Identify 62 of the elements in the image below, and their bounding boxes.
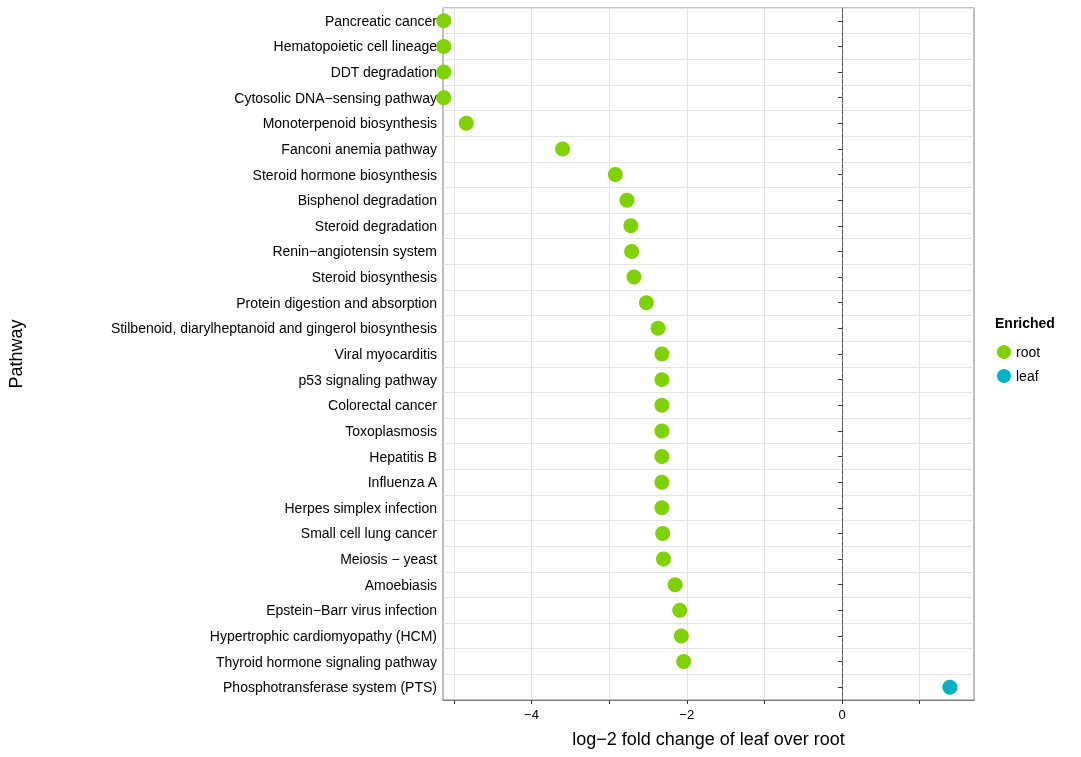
point — [436, 38, 452, 54]
x-tick-label: −2 — [679, 707, 695, 722]
y-tick-label: Colorectal cancer — [328, 397, 438, 414]
legend-label: root — [1016, 344, 1041, 360]
y-tick-label: Influenza A — [367, 474, 438, 491]
point — [654, 474, 670, 490]
legend-label: leaf — [1016, 368, 1039, 384]
point — [555, 141, 571, 157]
point — [655, 525, 671, 541]
point — [673, 628, 689, 644]
y-tick-label: Herpes simplex infection — [284, 499, 437, 516]
y-tick-label: Meiosis − yeast — [340, 551, 438, 568]
x-axis-title: log−2 fold change of leaf over root — [572, 729, 845, 749]
point — [436, 64, 452, 80]
point — [436, 90, 452, 106]
y-tick-label: Phosphotransferase system (PTS) — [223, 679, 437, 696]
point — [654, 500, 670, 516]
point — [626, 269, 642, 285]
y-tick-label: Steroid degradation — [314, 217, 437, 234]
x-tick-label: −4 — [524, 707, 539, 722]
y-tick-label: Stilbenoid, diarylheptanoid and gingerol biosynthesis — [110, 320, 437, 337]
y-tick-label: p53 signaling pathway — [298, 371, 437, 388]
y-tick-label: Toxoplasmosis — [345, 422, 437, 439]
y-tick-label: Steroid biosynthesis — [311, 269, 437, 286]
point — [623, 218, 639, 234]
y-tick-label: DDT degradation — [330, 64, 437, 81]
y-tick-label: Protein digestion and absorption — [236, 294, 437, 311]
y-tick-label: Small cell lung cancer — [300, 525, 438, 542]
y-tick-label: Hypertrophic cardiomyopathy (HCM) — [209, 627, 437, 644]
x-tick-label: 0 — [838, 707, 846, 722]
y-tick-label: Hematopoietic cell lineage — [273, 38, 438, 55]
point — [458, 115, 474, 131]
point — [654, 423, 670, 439]
point — [624, 243, 640, 259]
y-tick-label: Hepatitis B — [369, 448, 437, 465]
legend-title: Enriched — [995, 315, 1055, 331]
y-tick-label: Fanconi anemia pathway — [281, 140, 437, 157]
y-tick-label: Monoterpenoid biosynthesis — [262, 115, 437, 132]
point — [667, 577, 683, 593]
point — [654, 397, 670, 413]
point — [650, 320, 666, 336]
y-tick-label: Viral myocarditis — [334, 346, 437, 362]
point — [655, 551, 671, 567]
point — [654, 449, 670, 465]
point — [638, 295, 654, 311]
point — [436, 13, 452, 29]
y-tick-label: Pancreatic cancer — [324, 12, 438, 29]
y-tick-label: Renin−angiotensin system — [272, 243, 437, 260]
point — [607, 167, 623, 183]
y-axis-title: Pathway — [6, 319, 26, 389]
point — [619, 192, 635, 208]
y-tick-label: Epstein−Barr virus infection — [266, 602, 437, 619]
point — [672, 602, 688, 618]
y-tick-label: Cytosolic DNA−sensing pathway — [234, 89, 437, 106]
y-tick-label: Steroid hormone biosynthesis — [252, 166, 437, 183]
y-tick-label: Bisphenol degradation — [297, 192, 437, 209]
point — [942, 679, 958, 695]
y-tick-label: Thyroid hormone signaling pathway — [215, 653, 437, 670]
y-tick-label: Amoebiasis — [364, 576, 437, 593]
point — [676, 654, 692, 670]
point — [654, 372, 670, 388]
point — [654, 346, 670, 362]
